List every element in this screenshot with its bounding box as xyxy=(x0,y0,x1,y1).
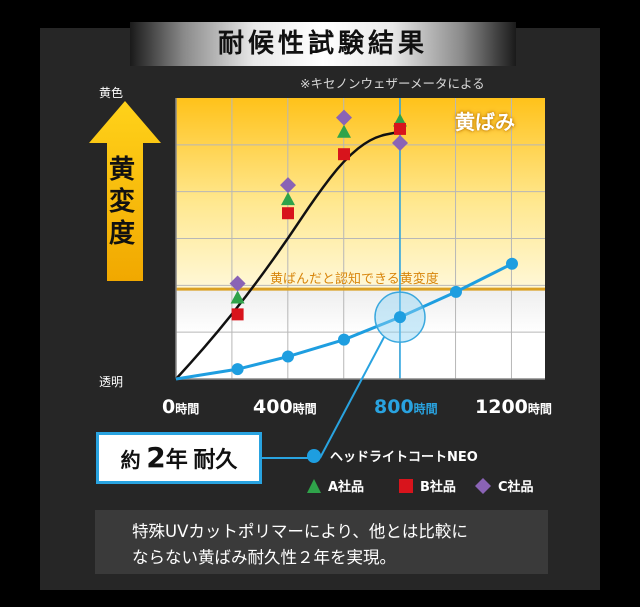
competitor-trend-line xyxy=(175,130,401,380)
data-point-b xyxy=(338,148,350,161)
data-point-c xyxy=(280,177,296,194)
page-title: 耐候性試験結果 xyxy=(130,22,516,66)
data-point-neo xyxy=(450,285,462,298)
y-axis-top-label: 黄色 xyxy=(99,86,124,100)
durability-badge: 約 2年 耐久 xyxy=(96,432,262,484)
data-point-c xyxy=(392,134,408,151)
legend-item-a: A社品 xyxy=(306,476,364,495)
yellowing-zone xyxy=(176,98,545,290)
y-axis-bottom-label: 透明 xyxy=(99,375,124,389)
data-point-neo xyxy=(231,363,244,376)
message-line-1: 特殊UVカットポリマーにより、他とは比較に xyxy=(132,522,468,541)
y-axis-label: 黄変度 xyxy=(108,155,135,249)
threshold-label: 黄ばんだと認知できる黄変度 xyxy=(270,272,439,287)
x-tick-label-highlight: 800時間 xyxy=(374,396,438,418)
data-point-b xyxy=(231,308,244,321)
data-point-neo xyxy=(394,311,406,324)
data-point-a xyxy=(281,192,295,206)
message-line-2: ならない黄ばみ耐久性２年を実現。 xyxy=(132,548,396,567)
diamond-marker-icon xyxy=(475,478,491,494)
legend-item-c: C社品 xyxy=(474,476,534,495)
data-point-c xyxy=(336,109,352,126)
square-marker-icon xyxy=(399,479,413,493)
data-point-c xyxy=(229,275,246,292)
data-point-a xyxy=(337,124,351,138)
data-point-a xyxy=(230,290,245,304)
data-point-neo xyxy=(506,257,518,270)
legend-item-b: B社品 xyxy=(398,476,456,495)
circle-marker-icon xyxy=(307,449,321,463)
test-method-note: ※キセノンウェザーメータによる xyxy=(300,76,485,91)
data-point-neo xyxy=(282,350,294,363)
triangle-marker-icon xyxy=(307,479,321,493)
yellowing-zone-label: 黄ばみ xyxy=(455,110,515,134)
legend-item-neo: ヘッドライトコートNEO xyxy=(306,446,478,465)
x-tick-label: 400時間 xyxy=(253,396,317,418)
data-point-neo xyxy=(338,333,350,346)
badge-connector xyxy=(319,336,385,459)
yellowness-arrow-icon xyxy=(89,101,161,281)
data-point-b xyxy=(282,207,294,220)
x-tick-label: 1200時間 xyxy=(475,396,552,418)
data-point-b xyxy=(394,122,406,135)
x-tick-label: 0時間 xyxy=(162,396,200,418)
message-box: 特殊UVカットポリマーにより、他とは比較に ならない黄ばみ耐久性２年を実現。 xyxy=(95,510,548,574)
